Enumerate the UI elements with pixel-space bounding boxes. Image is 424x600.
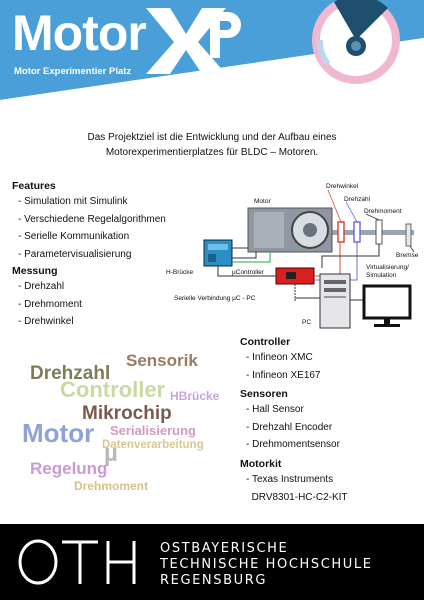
label-motor: Motor: [254, 198, 271, 205]
footer-line-2: TECHNISCHE HOCHSCHULE: [160, 557, 373, 572]
drehzahl-sensor-icon: [353, 221, 361, 243]
label-drehzahl: Drehzahl: [344, 196, 371, 203]
word: Datenverarbeitung: [102, 439, 204, 451]
header-banner: Motor Motor Experimentier Platz: [0, 0, 424, 110]
sensoren-title: Sensoren: [240, 388, 288, 400]
logo-motor-text: Motor: [12, 5, 147, 61]
intro-line-2: Motorexperimentierplatzes für BLDC – Mot…: [105, 147, 319, 158]
word: HBrücke: [170, 389, 220, 403]
oth-logo: [18, 539, 136, 585]
word: Motor: [22, 418, 95, 448]
word: Sensorik: [126, 351, 198, 370]
word: Regelung: [30, 459, 108, 478]
label-serial-connection: Serielle Verbindung µC - PC: [174, 295, 256, 302]
motor-shaft: [330, 230, 414, 235]
list-item: Texas Instruments: [246, 471, 348, 489]
list-item: Serielle Kommunikation: [18, 228, 166, 246]
word: µ: [104, 440, 118, 467]
label-bremse: Bremse: [396, 252, 419, 259]
controller-list: Infineon XMC Infineon XE167: [246, 349, 321, 385]
word-cloud: Sensorik Drehzahl Controller HBrücke Mik…: [8, 342, 233, 502]
drehmoment-sensor-icon: [375, 219, 383, 245]
word: Serialisierung: [110, 423, 196, 438]
monitor-icon: [362, 284, 412, 320]
list-item: Parametervisualisierung: [18, 246, 166, 264]
word: Mikrochip: [82, 403, 172, 424]
messung-list: Drehzahl Drehmoment Drehwinkel: [18, 278, 82, 331]
list-item: Simulation mit Simulink: [18, 193, 166, 211]
list-item: Drehmomentsensor: [246, 436, 340, 454]
list-item: Infineon XE167: [246, 367, 320, 385]
label-drehwinkel: Drehwinkel: [326, 183, 359, 190]
logo-subtitle: Motor Experimentier Platz: [14, 66, 132, 77]
logo-xp-mark: [146, 8, 241, 74]
word: Controller: [60, 377, 166, 402]
project-intro: Das Projektziel ist die Entwicklung und …: [40, 130, 384, 160]
label-pc: PC: [302, 319, 312, 326]
label-drehmoment: Drehmoment: [364, 208, 402, 215]
footer-line-3: REGENSBURG: [160, 573, 268, 588]
list-item: Drehwinkel: [18, 313, 82, 331]
drehwinkel-sensor-icon: [337, 221, 345, 243]
features-list: Simulation mit Simulink Verschiedene Reg…: [18, 193, 166, 263]
label-microcontroller: µController: [232, 269, 264, 276]
list-item: Drehzahl: [18, 278, 82, 296]
list-item: DRV8301-HC-C2-KIT: [251, 491, 348, 503]
footer-line-1: OSTBAYERISCHE: [160, 541, 289, 556]
label-virtualisierung: Virtualisierung/ Simulation: [366, 264, 409, 279]
controller-title: Controller: [240, 336, 291, 348]
features-title: Features: [12, 180, 56, 192]
list-item: Drehzahl Encoder: [246, 419, 340, 437]
footer-banner: OSTBAYERISCHE TECHNISCHE HOCHSCHULE REGE…: [0, 524, 424, 600]
motorkit-title: Motorkit: [240, 458, 282, 470]
list-item: Infineon XMC: [246, 349, 321, 367]
list-item: Hall Sensor: [246, 401, 340, 419]
bremse-icon: [405, 223, 412, 247]
gauge-icon: [312, 0, 400, 84]
motorkit-list: Texas Instruments DRV8301-HC-C2-KIT: [246, 471, 348, 506]
diagram-drawing: [203, 189, 415, 329]
word: Drehzahl: [30, 363, 111, 384]
intro-line-1: Das Projektziel ist die Entwicklung und …: [87, 132, 337, 143]
h-bruecke-board-icon: [203, 239, 233, 267]
sensoren-list: Hall Sensor Drehzahl Encoder Drehmoments…: [246, 401, 340, 454]
list-item: Drehmoment: [18, 296, 82, 314]
word: Drehmoment: [74, 479, 149, 493]
list-item: Verschiedene Regelalgorithmen: [18, 211, 166, 229]
messung-title: Messung: [12, 265, 58, 277]
label-h-bruecke: H-Brücke: [166, 269, 194, 276]
system-diagram: Motor Drehwinkel Drehzahl Drehmoment Bre…: [160, 178, 424, 338]
